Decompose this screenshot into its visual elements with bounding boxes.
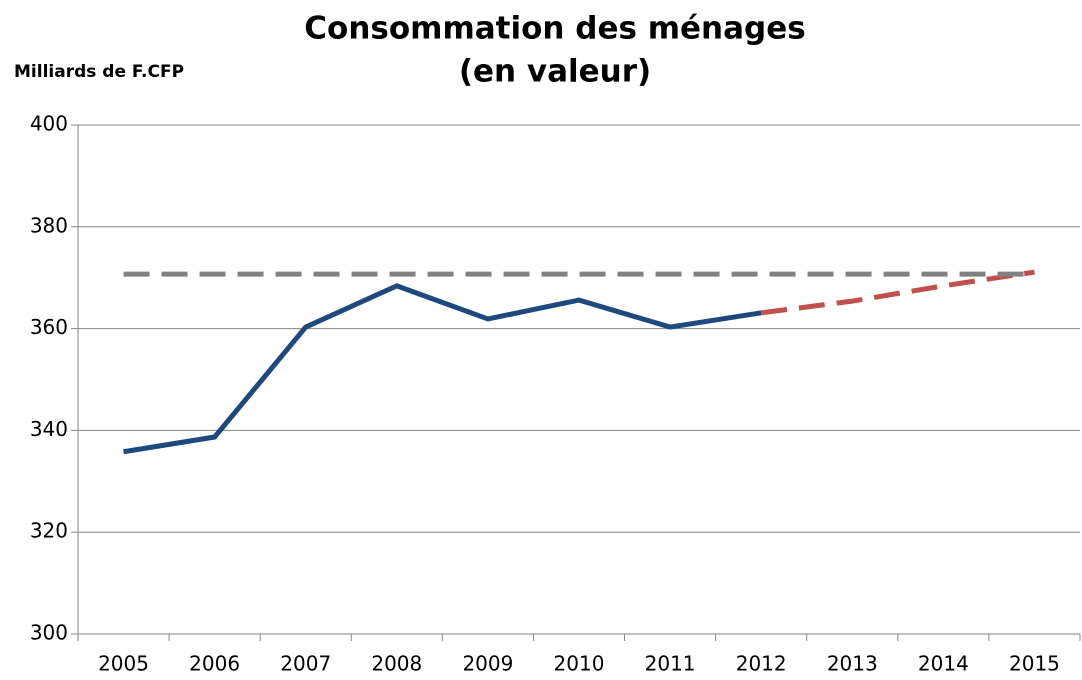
x-tick-label: 2014 — [918, 652, 969, 676]
x-tick-label: 2006 — [189, 652, 240, 676]
x-tick-label: 2010 — [554, 652, 605, 676]
line-series — [123, 283, 762, 455]
y-tick-label: 320 — [30, 519, 68, 543]
x-tick-label: 2011 — [645, 652, 696, 676]
x-tick-label: 2015 — [1009, 652, 1060, 676]
chart-title: Consommation des ménages — [304, 11, 805, 47]
chart-title: (en valeur) — [459, 54, 651, 90]
x-tick-label: 2012 — [736, 652, 787, 676]
x-tick-label: 2009 — [462, 652, 513, 676]
y-tick-label: 300 — [30, 621, 68, 645]
x-tick-label: 2005 — [98, 652, 149, 676]
line-series — [760, 269, 1035, 316]
y-tick-label: 360 — [30, 315, 68, 339]
y-tick-label: 340 — [30, 417, 68, 441]
x-tick-label: 2013 — [827, 652, 878, 676]
x-tick-label: 2007 — [280, 652, 331, 676]
x-tick-label: 2008 — [371, 652, 422, 676]
y-tick-label: 380 — [30, 213, 68, 237]
y-tick-label: 400 — [30, 112, 68, 136]
y-axis-label: Milliards de F.CFP — [14, 62, 184, 82]
